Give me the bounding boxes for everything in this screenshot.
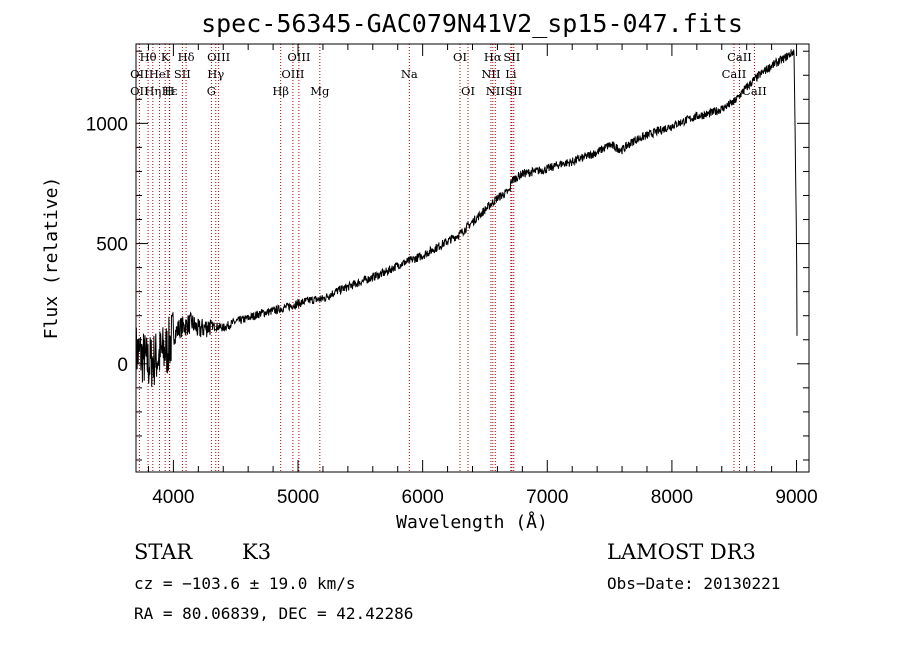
obs-date-text: Obs−Date: 20130221	[607, 574, 780, 593]
marker-label-9: H	[164, 84, 174, 98]
marker-label-10: OIII	[207, 50, 230, 64]
marker-label-16: Mg	[310, 84, 330, 98]
y-tick-label-2: 1000	[86, 114, 128, 135]
marker-label-26: CaII	[727, 50, 752, 64]
x-tick-label-4: 8000	[651, 487, 693, 508]
marker-label-20: Hα	[484, 50, 502, 64]
marker-label-22: NII	[486, 84, 505, 98]
marker-label-23: SII	[503, 50, 520, 64]
y-tick-label-0: 0	[117, 355, 128, 376]
marker-label-27: CaII	[722, 67, 747, 81]
object-class: STAR	[134, 540, 193, 564]
x-tick-label-5: 9000	[775, 487, 817, 508]
x-tick-label-2: 6000	[402, 487, 444, 508]
marker-label-2: OII	[130, 84, 149, 98]
spectrum-line	[135, 49, 798, 387]
marker-label-4: K	[161, 50, 170, 64]
marker-label-11: Hγ	[207, 67, 224, 81]
x-axis-label: Wavelength (Å)	[396, 511, 548, 533]
marker-label-6: Hη	[144, 84, 161, 98]
marker-label-18: OI	[453, 50, 467, 64]
marker-label-7: Hδ	[178, 50, 195, 64]
marker-label-0: Hθ	[140, 50, 157, 64]
marker-label-24: Li	[505, 67, 517, 81]
marker-label-14: OIII	[281, 67, 304, 81]
marker-label-17: Na	[401, 67, 418, 81]
x-tick-label-0: 4000	[152, 487, 194, 508]
redshift-text: cz = −103.6 ± 19.0 km/s	[134, 574, 356, 593]
survey-name: LAMOST DR3	[607, 540, 756, 564]
marker-label-5: HeI	[149, 67, 170, 81]
plot-frame	[135, 43, 810, 473]
coordinates-text: RA = 80.06839, DEC = 42.42286	[134, 604, 413, 623]
marker-label-15: Hβ	[272, 84, 289, 98]
marker-label-28: CaII	[742, 84, 767, 98]
marker-label-21: NII	[481, 67, 500, 81]
marker-label-8: SII	[174, 67, 191, 81]
line-markers	[138, 44, 755, 472]
object-subclass: K3	[242, 540, 271, 564]
marker-label-19: OI	[461, 84, 475, 98]
marker-label-1: OII	[130, 67, 149, 81]
x-tick-label-3: 7000	[526, 487, 568, 508]
marker-label-3: Hε	[162, 84, 178, 98]
y-axis-label: Flux (relative)	[41, 177, 62, 340]
marker-label-25: SII	[505, 84, 522, 98]
y-axis: 0 500 1000	[86, 50, 809, 461]
marker-label-13: OIII	[287, 50, 310, 64]
y-tick-label-1: 500	[96, 235, 128, 256]
chart-title: spec-56345-GAC079N41V2_sp15-047.fits	[201, 9, 743, 38]
marker-label-12: G	[207, 84, 216, 98]
info-panel: STAR K3 LAMOST DR3 cz = −103.6 ± 19.0 km…	[134, 540, 780, 623]
x-tick-label-1: 5000	[277, 487, 319, 508]
x-axis: 4000 5000 6000 7000 8000 9000	[147, 44, 818, 508]
